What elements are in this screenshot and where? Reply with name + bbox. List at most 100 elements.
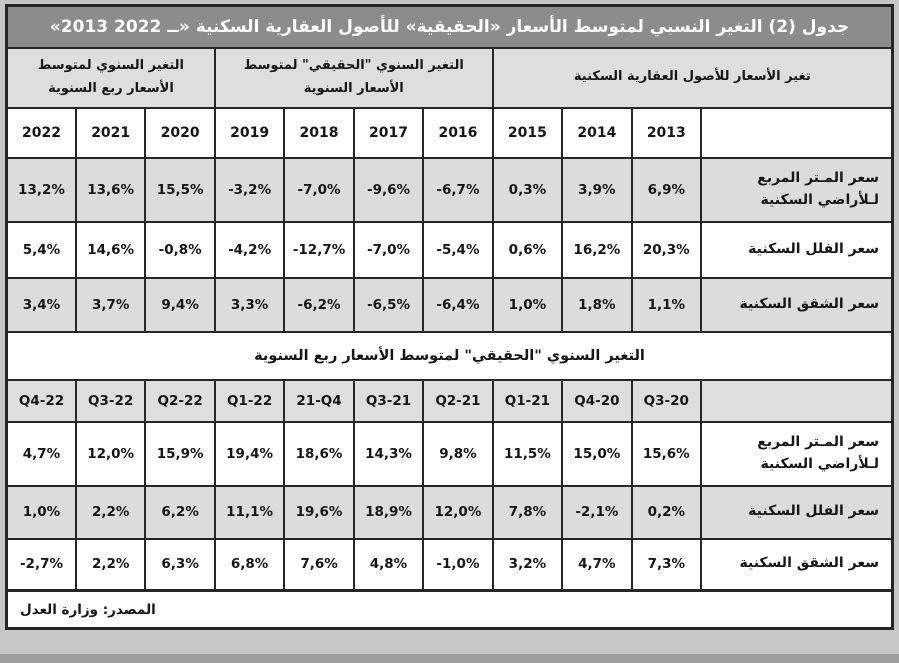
- data-cell: 5,4%: [5, 220, 77, 279]
- data-cell: -7,0%: [283, 156, 355, 223]
- group-header-real-annual-avg: التغير السنوي "الحقيقي" لمتوسط الأسعار ا…: [213, 46, 494, 109]
- row-label-villas: سعر الفلل السكنية: [700, 484, 894, 540]
- quarter-header-cell: Q3-20: [630, 378, 703, 423]
- data-cell: 13,2%: [5, 156, 77, 223]
- data-cell: 2,2%: [74, 484, 147, 540]
- year-header-cell: 2020: [144, 106, 216, 159]
- data-cell: 7,8%: [491, 484, 564, 540]
- quarterly-row-apartments: -2,7% 2,2% 6,3% 6,8% 7,6% 4,8% -1,0% 3,2…: [5, 537, 894, 592]
- data-cell: -2,7%: [5, 537, 77, 592]
- data-cell: -1,0%: [422, 537, 494, 592]
- data-cell: 14,6%: [74, 220, 147, 279]
- annual-row-apartments: 3,4% 3,7% 9,4% 3,3% -6,2% -6,5% -6,4% 1,…: [5, 276, 894, 333]
- row-label-apartments: سعر الشقق السكنية: [700, 537, 894, 592]
- year-header-cell: 2017: [352, 106, 425, 159]
- quarter-header-cell: Q2-22: [144, 378, 216, 423]
- quarterly-section-header-row: التغير السنوي "الحقيقي" لمتوسط الأسعار ر…: [5, 330, 894, 381]
- data-cell: 18,6%: [283, 420, 355, 487]
- data-cell: 15,0%: [561, 420, 633, 487]
- data-cell: 1,0%: [491, 276, 564, 333]
- data-cell: 13,6%: [74, 156, 147, 223]
- quarter-header-cell: 21-Q4: [283, 378, 355, 423]
- quarter-header-cell: Q2-21: [422, 378, 494, 423]
- data-cell: 16,2%: [561, 220, 633, 279]
- real-estate-price-table: جدول (2) التغير النسبي لمتوسط الأسعار «ا…: [5, 4, 894, 630]
- data-cell: 9,4%: [144, 276, 216, 333]
- bottom-divider-bar: [0, 654, 899, 663]
- data-cell: -4,2%: [213, 220, 286, 279]
- data-cell: 3,7%: [74, 276, 147, 333]
- data-cell: 4,7%: [5, 420, 77, 487]
- quarter-header-cell: Q1-21: [491, 378, 564, 423]
- year-header-cell: 2014: [561, 106, 633, 159]
- year-header-cell: 2013: [630, 106, 703, 159]
- data-cell: 15,9%: [144, 420, 216, 487]
- data-cell: 0,6%: [491, 220, 564, 279]
- source-note: المصدر: وزارة العدل: [5, 589, 894, 630]
- corner-cell: [700, 106, 894, 159]
- column-group-header-row: التغير السنوي لمتوسط الأسعار ربع السنوية…: [5, 46, 894, 109]
- data-cell: 1,8%: [561, 276, 633, 333]
- data-cell: -3,2%: [213, 156, 286, 223]
- data-cell: 2,2%: [74, 537, 147, 592]
- data-cell: -2,1%: [561, 484, 633, 540]
- data-cell: -6,5%: [352, 276, 425, 333]
- data-cell: -9,6%: [352, 156, 425, 223]
- source-row: المصدر: وزارة العدل: [5, 589, 894, 630]
- data-cell: 0,3%: [491, 156, 564, 223]
- year-header-row: 2022 2021 2020 2019 2018 2017 2016 2015 …: [5, 106, 894, 159]
- quarter-header-cell: Q4-22: [5, 378, 77, 423]
- quarter-header-cell: Q3-21: [352, 378, 425, 423]
- data-cell: 6,2%: [144, 484, 216, 540]
- year-header-cell: 2018: [283, 106, 355, 159]
- year-header-cell: 2015: [491, 106, 564, 159]
- data-cell: 11,5%: [491, 420, 564, 487]
- table-title: جدول (2) التغير النسبي لمتوسط الأسعار «ا…: [5, 4, 894, 49]
- year-header-cell: 2022: [5, 106, 77, 159]
- data-cell: -6,4%: [422, 276, 494, 333]
- data-cell: 4,7%: [561, 537, 633, 592]
- data-cell: 3,4%: [5, 276, 77, 333]
- data-cell: 19,6%: [283, 484, 355, 540]
- annual-row-land: 13,2% 13,6% 15,5% -3,2% -7,0% -9,6% -6,7…: [5, 156, 894, 223]
- data-cell: 7,3%: [630, 537, 703, 592]
- annual-row-villas: 5,4% 14,6% -0,8% -4,2% -12,7% -7,0% -5,4…: [5, 220, 894, 279]
- year-header-cell: 2016: [422, 106, 494, 159]
- data-cell: -7,0%: [352, 220, 425, 279]
- data-cell: 19,4%: [213, 420, 286, 487]
- corner-cell: [700, 378, 894, 423]
- data-cell: -12,7%: [283, 220, 355, 279]
- data-cell: 14,3%: [352, 420, 425, 487]
- quarter-header-cell: Q1-22: [213, 378, 286, 423]
- data-cell: 20,3%: [630, 220, 703, 279]
- row-label-land: سعر المـتر المربع لـلأراضي السكنية: [700, 156, 894, 223]
- group-header-price-change: تغير الأسعار للأصول العقارية السكنية: [491, 46, 894, 109]
- data-cell: 12,0%: [74, 420, 147, 487]
- data-cell: 12,0%: [422, 484, 494, 540]
- quarter-header-cell: Q4-20: [561, 378, 633, 423]
- data-cell: 0,2%: [630, 484, 703, 540]
- data-cell: 6,8%: [213, 537, 286, 592]
- data-cell: 1,0%: [5, 484, 77, 540]
- data-cell: 18,9%: [352, 484, 425, 540]
- data-cell: 15,5%: [144, 156, 216, 223]
- data-cell: 9,8%: [422, 420, 494, 487]
- table-title-row: جدول (2) التغير النسبي لمتوسط الأسعار «ا…: [5, 4, 894, 49]
- data-cell: -5,4%: [422, 220, 494, 279]
- data-cell: -6,2%: [283, 276, 355, 333]
- row-label-villas: سعر الفلل السكنية: [700, 220, 894, 279]
- data-cell: 11,1%: [213, 484, 286, 540]
- quarter-header-row: Q4-22 Q3-22 Q2-22 Q1-22 21-Q4 Q3-21 Q2-2…: [5, 378, 894, 423]
- group-header-quarterly-avg: التغير السنوي لمتوسط الأسعار ربع السنوية: [5, 46, 216, 109]
- data-cell: -6,7%: [422, 156, 494, 223]
- row-label-land: سعر المـتر المربع لـلأراضي السكنية: [700, 420, 894, 487]
- data-cell: -0,8%: [144, 220, 216, 279]
- quarterly-row-villas: 1,0% 2,2% 6,2% 11,1% 19,6% 18,9% 12,0% 7…: [5, 484, 894, 540]
- quarter-header-cell: Q3-22: [74, 378, 147, 423]
- row-label-apartments: سعر الشقق السكنية: [700, 276, 894, 333]
- data-cell: 1,1%: [630, 276, 703, 333]
- quarterly-row-land: 4,7% 12,0% 15,9% 19,4% 18,6% 14,3% 9,8% …: [5, 420, 894, 487]
- data-cell: 4,8%: [352, 537, 425, 592]
- year-header-cell: 2021: [74, 106, 147, 159]
